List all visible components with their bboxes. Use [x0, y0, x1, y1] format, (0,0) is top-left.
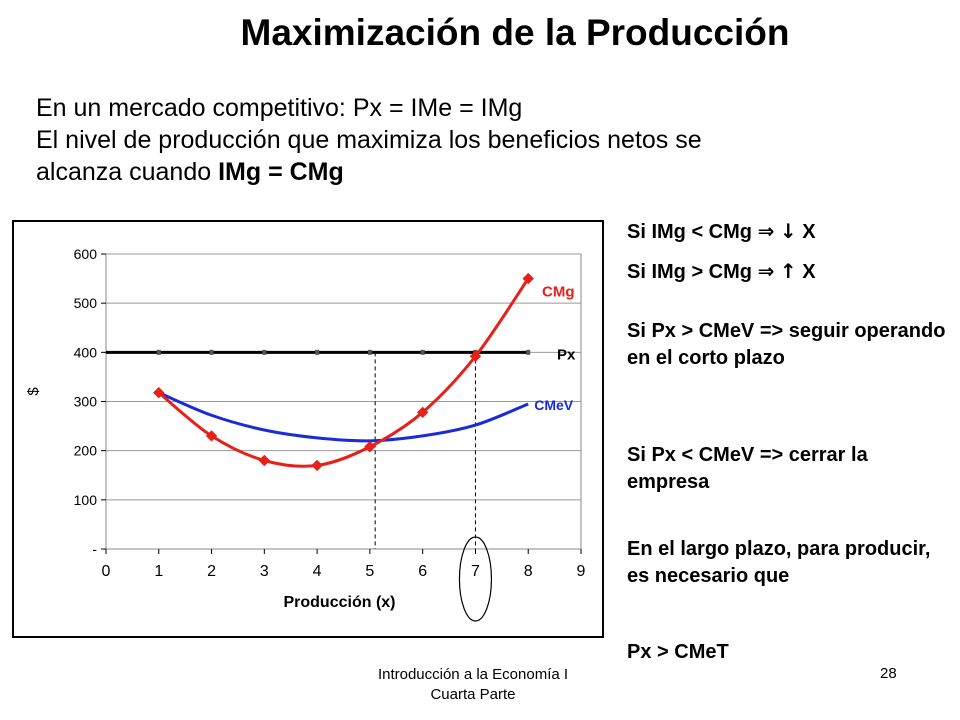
highlight-ellipse [458, 536, 493, 622]
up-arrow-icon: ↑ [779, 259, 797, 283]
intro-line-2: El nivel de producción que maximiza los … [36, 126, 702, 154]
intro-line-3-bold: IMg = CMg [218, 158, 344, 186]
series-px-label: Px [557, 346, 576, 363]
rule-1-text: Si IMg < CMg [627, 221, 758, 243]
y-tick-label: 100 [74, 492, 98, 508]
series-cmg-point [522, 272, 534, 285]
x-axis-label: Producción (x) [283, 594, 395, 611]
rule-1-x: X [796, 221, 816, 243]
y-axis-label: $ [25, 387, 42, 396]
rule-shutdown: Si Px < CMeV => cerrar la empresa [627, 444, 868, 493]
intro-line-3: alcanza cuando IMg = CMg [36, 156, 936, 188]
series-cmg-point [205, 430, 218, 442]
y-tick-label: 300 [74, 394, 98, 410]
series-cmg-point [258, 454, 271, 467]
series-cmev-label: CMeV [534, 397, 574, 413]
intro-line-1: En un mercado competitivo: Px = IMe = IM… [36, 94, 523, 122]
rule-2-x: X [796, 261, 816, 283]
rule-img-less-cmg: Si IMg < CMg ⇒ ↓ X [627, 218, 947, 246]
rule-2-text: Si IMg > CMg [627, 261, 758, 283]
y-tick-label: 400 [74, 344, 98, 360]
series-cmg-point [153, 386, 165, 399]
rule-long-run-condition: Px > CMeT [627, 641, 729, 663]
series-cmg-point [364, 441, 376, 453]
y-tick-label: 600 [74, 246, 98, 262]
x-tick-label: 7 [471, 563, 480, 580]
x-tick-label: 6 [418, 563, 427, 580]
chart-frame: - 100 200 300 400 500 600 0 1 2 3 4 5 6 7 8 9 Producción … [12, 220, 604, 638]
x-tick-label: 5 [365, 563, 374, 580]
x-tick-label: 9 [577, 563, 586, 580]
down-arrow-icon: ↓ [779, 219, 797, 243]
y-tick-label: 200 [74, 443, 98, 459]
x-tick-label: 8 [524, 563, 533, 580]
x-tick-label: 2 [207, 563, 216, 580]
x-tick-label: 3 [260, 563, 269, 580]
slide-title: Maximización de la Producción [240, 12, 790, 53]
implies-icon: ⇒ [757, 259, 775, 283]
footer-line-2: Cuarta Parte [430, 686, 516, 703]
series-cmg-label: CMg [542, 283, 575, 300]
footer-line-1: Introducción a la Economía I [377, 666, 569, 683]
page-number: 28 [880, 665, 897, 682]
rule-img-greater-cmg: Si IMg > CMg ⇒ ↑ X [627, 258, 947, 286]
intro-line-3-prefix: alcanza cuando [36, 158, 219, 186]
series-cmg-point [469, 350, 482, 362]
rule-short-run: Si Px > CMeV => seguir operando en el co… [627, 320, 946, 369]
implies-icon: ⇒ [757, 219, 775, 243]
series-cmg-point [311, 459, 323, 472]
rule-long-run: En el largo plazo, para producir, es nec… [627, 538, 931, 587]
x-tick-label: 0 [102, 563, 111, 580]
x-tick-label: 4 [313, 563, 322, 580]
series-cmev-line [158, 391, 529, 443]
production-chart: - 100 200 300 400 500 600 0 1 2 3 4 5 6 7 8 9 Producción … [25, 246, 586, 622]
footer: Introducción a la Economía I Cuarta Part… [330, 665, 616, 705]
y-tick-label: 500 [74, 295, 98, 311]
x-tick-label: 1 [154, 563, 163, 580]
series-cmg-point [416, 406, 429, 419]
y-tick-label: - [92, 541, 97, 557]
intro-text: En un mercado competitivo: Px = IMe = IM… [36, 92, 936, 188]
